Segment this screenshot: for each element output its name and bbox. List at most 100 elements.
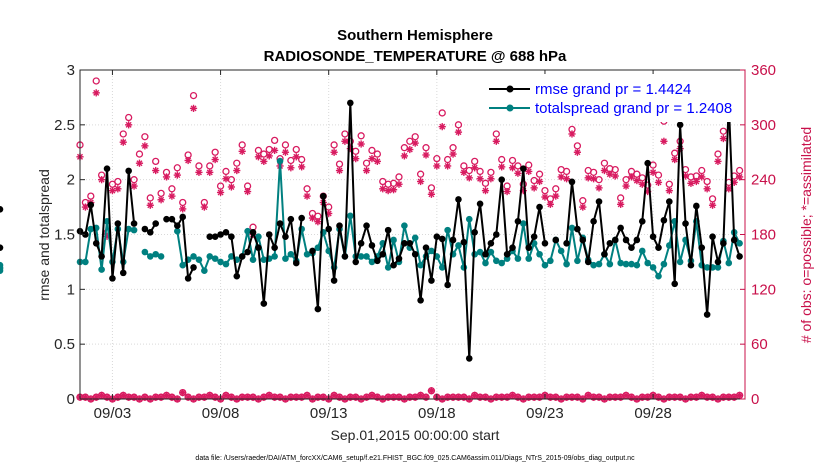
y2-tick-label: 180 <box>751 227 776 244</box>
rmse-point <box>493 231 500 238</box>
legend-spread-marker <box>506 104 514 112</box>
asterisk-stroke <box>687 180 694 187</box>
rmse-point <box>103 165 111 172</box>
rmse-point <box>503 250 511 258</box>
obs-assimilated-point <box>541 193 549 201</box>
totalspread-point <box>303 250 311 258</box>
obs-assimilated-point <box>508 164 517 172</box>
totalspread-point <box>525 255 533 262</box>
obs-possible-point <box>438 109 446 117</box>
obs-assimilated-point <box>584 174 592 182</box>
totalspread-point <box>595 260 603 268</box>
rmse-point <box>298 214 305 222</box>
rmse-point <box>417 297 424 304</box>
chart-subtitle: RADIOSONDE_TEMPERATURE @ 688 hPa <box>264 48 567 65</box>
obs-assimilated-point <box>308 214 317 222</box>
asterisk-stroke <box>195 169 202 176</box>
obs-assimilated-point <box>362 166 371 175</box>
asterisk-stroke <box>471 164 478 171</box>
rmse-point <box>633 236 641 244</box>
obs-assimilated-point <box>438 123 446 131</box>
obs-assimilated-point <box>487 175 495 183</box>
totalspread-point <box>644 259 651 267</box>
obs-assimilated-point <box>525 167 533 176</box>
obs-assimilated-point <box>654 178 663 187</box>
obs-assimilated-point <box>81 203 90 211</box>
asterisk-stroke <box>698 173 705 180</box>
obs-possible-point <box>600 159 609 167</box>
rmse-point <box>563 239 570 247</box>
obs-possible-point <box>357 132 365 140</box>
asterisk-stroke <box>298 163 305 170</box>
totalspread-point <box>195 256 203 264</box>
rmse-point <box>152 220 159 227</box>
asterisk-stroke <box>266 152 273 159</box>
obs-assimilated-point <box>719 134 727 143</box>
obs-possible-point <box>152 157 160 166</box>
asterisk-stroke <box>596 184 603 191</box>
rmse-point <box>168 215 176 223</box>
obs-assimilated-zero-point <box>427 387 436 395</box>
rmse-point <box>395 255 403 262</box>
obs-possible-point <box>211 148 219 156</box>
rmse-point <box>222 229 230 236</box>
asterisk-stroke <box>179 205 186 212</box>
legend: rmse grand pr = 1.4424 totalspread grand… <box>484 74 740 122</box>
asterisk-stroke <box>617 201 624 208</box>
rmse-point <box>471 229 478 236</box>
obs-assimilated-point <box>125 121 133 129</box>
totalspread-point <box>217 258 224 266</box>
totalspread-point <box>557 247 565 255</box>
asterisk-stroke <box>660 138 667 145</box>
obs-assimilated-point <box>92 89 100 97</box>
asterisk-stroke <box>390 186 397 193</box>
obs-possible-point <box>227 176 236 184</box>
rmse-point <box>666 198 673 205</box>
asterisk-stroke <box>428 191 435 198</box>
totalspread-point <box>222 260 230 268</box>
asterisk-stroke <box>439 123 446 130</box>
rmse-point <box>249 229 257 236</box>
x-tick-label: 09/18 <box>418 405 456 422</box>
obs-possible-point <box>562 167 571 176</box>
totalspread-point <box>574 257 581 265</box>
obs-assimilated-point <box>665 187 673 195</box>
totalspread-point <box>455 242 462 249</box>
rmse-point <box>736 253 743 260</box>
rmse-point <box>730 236 738 244</box>
rmse-point <box>525 244 533 251</box>
obs-assimilated-point <box>449 150 457 158</box>
rmse-point <box>211 233 219 240</box>
asterisk-stroke <box>433 162 440 169</box>
rmse-point <box>347 99 354 107</box>
obs-assimilated-zero-point <box>368 391 376 399</box>
totalspread-point <box>363 253 370 260</box>
obs-assimilated-point <box>422 151 430 159</box>
rmse-point <box>292 259 300 267</box>
totalspread-point <box>655 272 662 280</box>
obs-possible-point <box>703 177 711 186</box>
asterisk-stroke <box>368 155 375 162</box>
obs-assimilated-point <box>503 187 511 196</box>
obs-assimilated-point <box>179 205 187 213</box>
asterisk-stroke <box>304 392 311 399</box>
obs-assimilated-point <box>568 130 576 138</box>
asterisk-stroke <box>666 187 673 194</box>
totalspread-point <box>384 264 392 271</box>
asterisk-stroke <box>401 152 408 159</box>
rmse-point <box>482 250 489 258</box>
asterisk-stroke <box>655 179 662 186</box>
obs-count-series <box>76 77 744 403</box>
obs-possible-point <box>270 136 279 145</box>
error-series <box>0 99 743 362</box>
rmse-point <box>509 244 516 251</box>
asterisk-stroke <box>509 164 516 171</box>
totalspread-point <box>179 261 187 269</box>
asterisk-stroke <box>628 173 635 180</box>
rmse-point <box>244 248 251 256</box>
obs-assimilated-point <box>465 174 473 182</box>
rmse-point <box>184 275 192 282</box>
asterisk-stroke <box>379 185 386 192</box>
obs-assimilated-point <box>260 157 268 165</box>
